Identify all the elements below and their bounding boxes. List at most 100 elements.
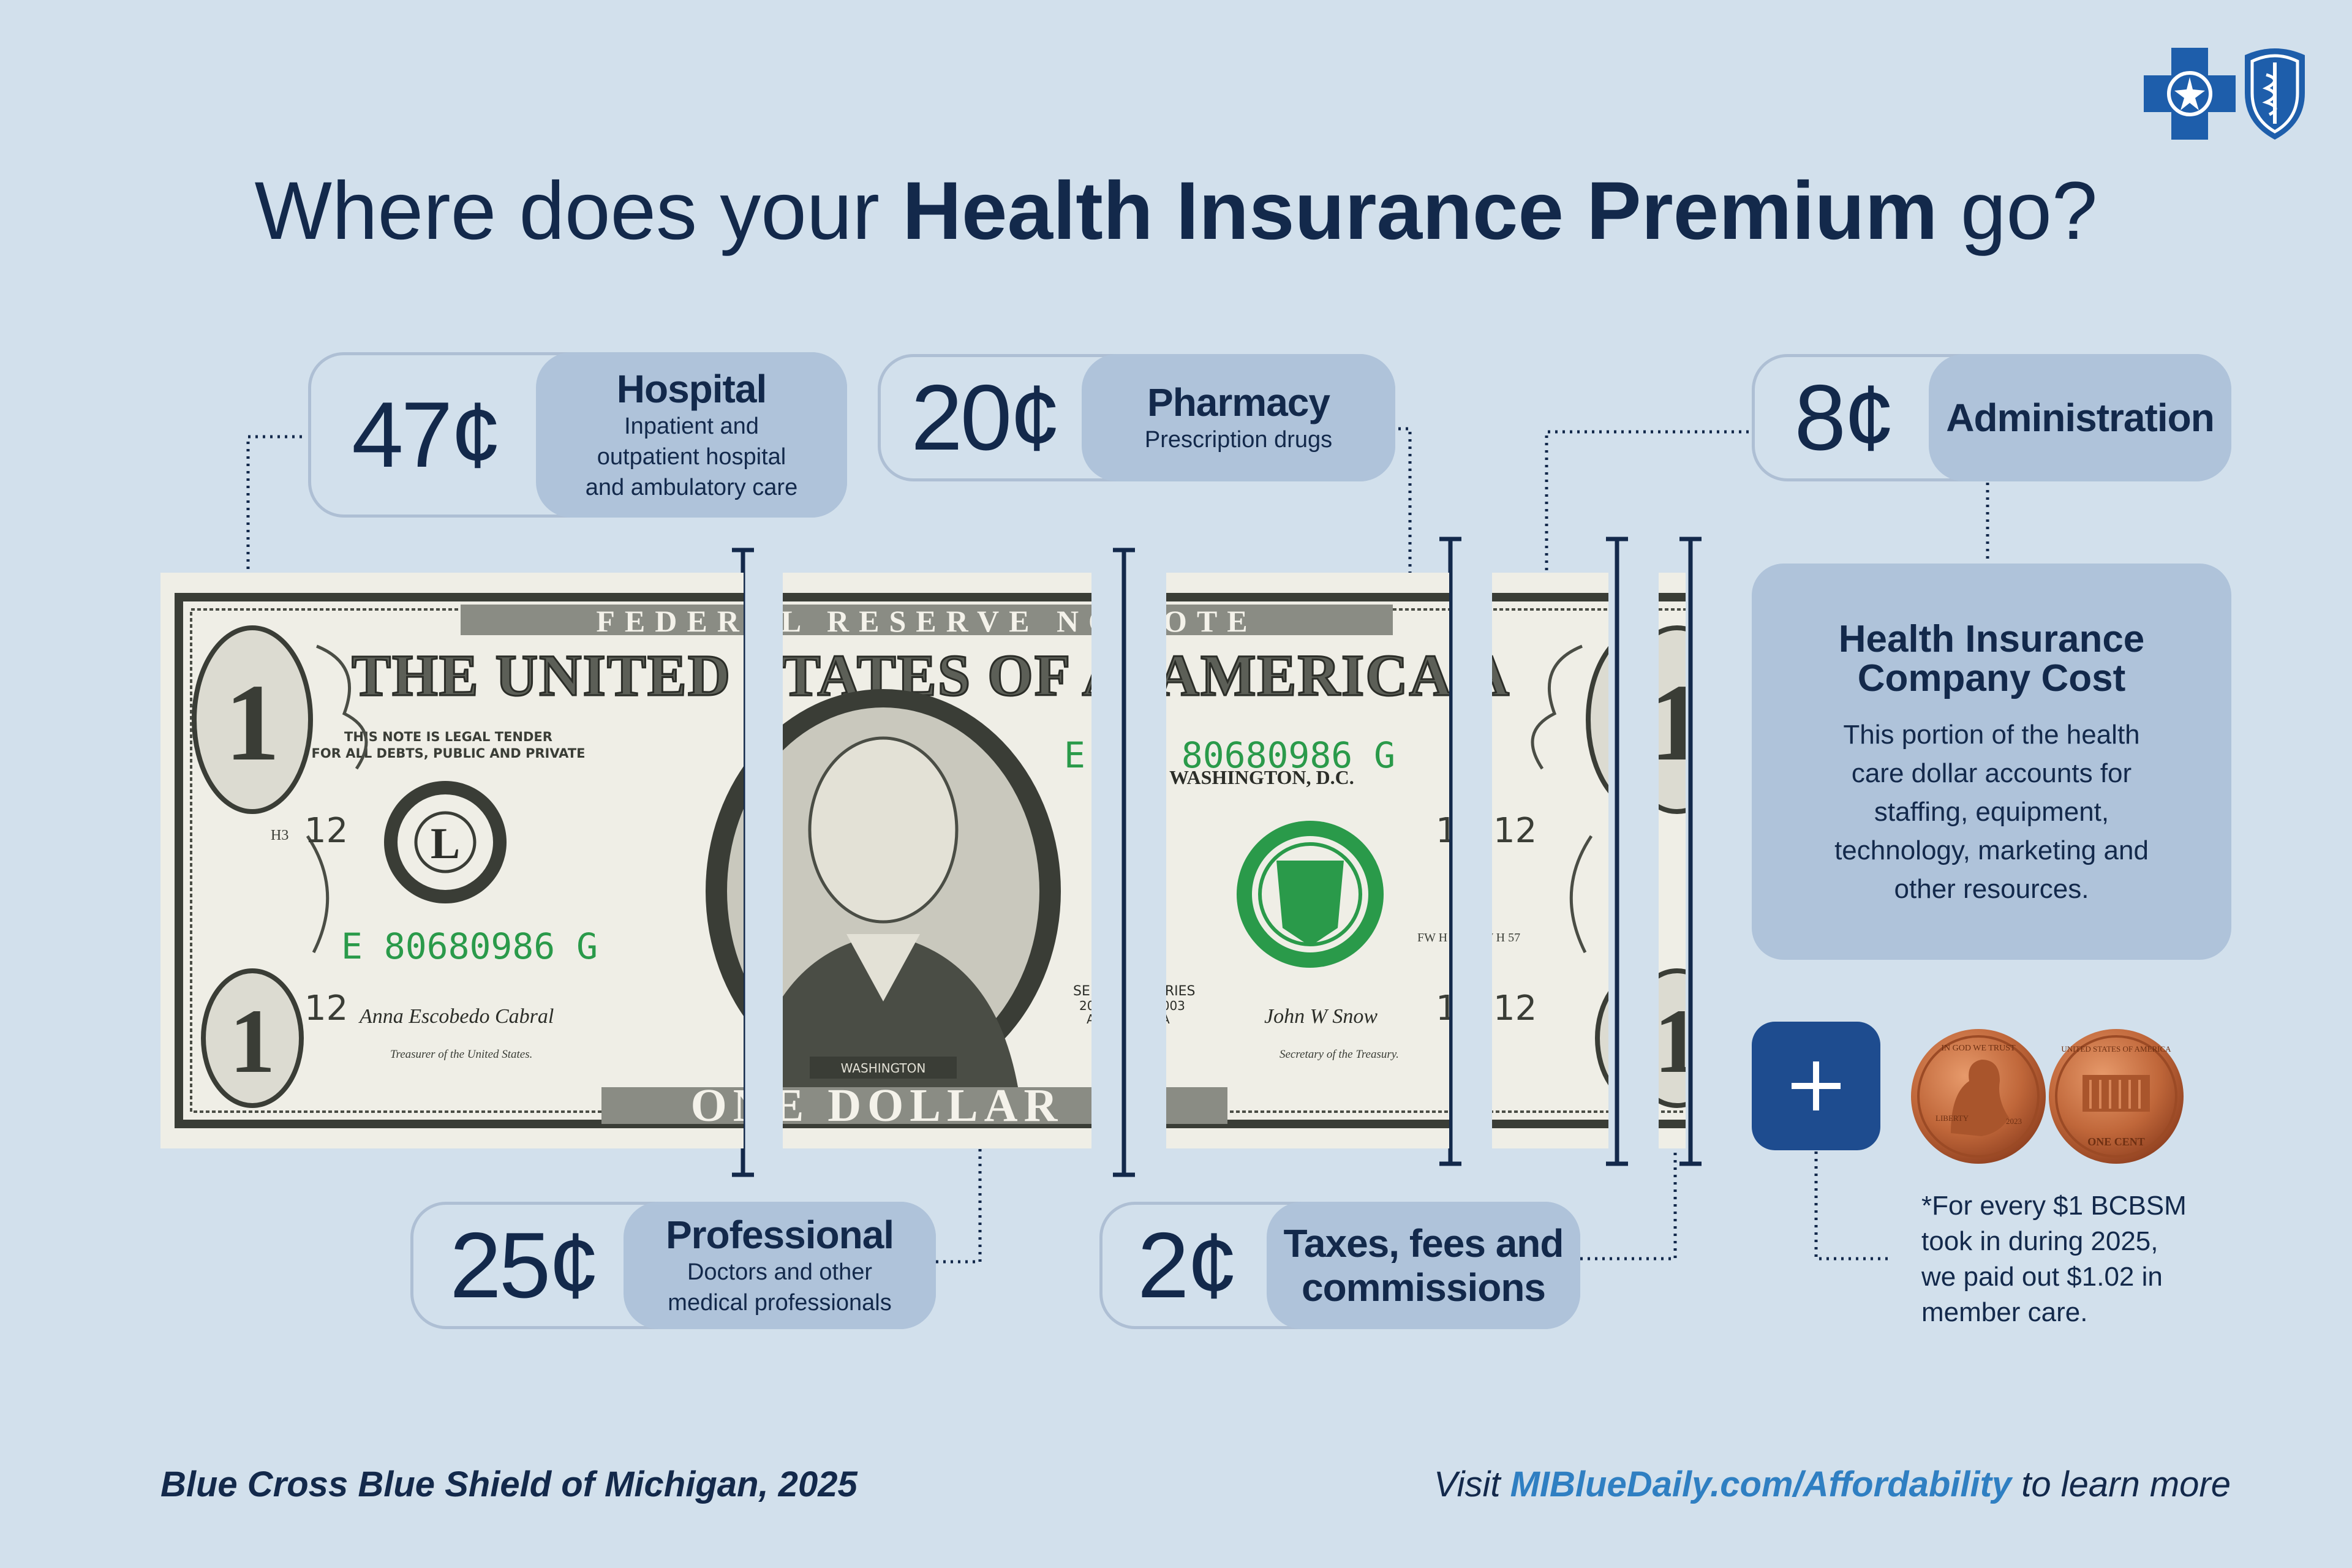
svg-text:1: 1: [1659, 662, 1686, 783]
cost-title-1: Health Insurance: [1838, 618, 2145, 660]
separator-bar-4: [1606, 537, 1628, 1166]
bill-piece-pharmacy: FEDERAL RESERVE NOTE THE UNITED STATES O…: [1166, 573, 1449, 1148]
cost-description: This portion of the health care dollar a…: [1782, 715, 2201, 908]
bill-corner-tr: 1: [1659, 625, 1686, 814]
footer-cta-suffix: to learn more: [2011, 1464, 2231, 1504]
bill-portrait: WASHINGTON: [783, 689, 1061, 1093]
cost-desc-5: other resources.: [1894, 874, 2089, 904]
title-suffix: go?: [1937, 165, 2098, 257]
page-title: Where does your Health Insurance Premium…: [0, 165, 2352, 257]
label-hospital: Hospital: [616, 367, 767, 411]
bill-serial-right: E 80680986 G: [1064, 734, 1091, 776]
cost-title-2: Company Cost: [1857, 657, 2126, 699]
cost-desc-4: technology, marketing and: [1834, 835, 2149, 865]
label-pharmacy: Pharmacy: [1147, 380, 1330, 424]
hospital-connector: [246, 435, 302, 587]
footer-cta: Visit MIBlueDaily.com/Affordability to l…: [1434, 1464, 2231, 1505]
svg-text:A: A: [1166, 1012, 1170, 1027]
svg-text:12: 12: [304, 811, 348, 851]
bill-corner-bl: 1: [201, 968, 304, 1108]
svg-text:1: 1: [225, 662, 280, 783]
cost-desc-2: care dollar accounts for: [1851, 758, 2132, 788]
bill-legal-tender-1: THIS NOTE IS LEGAL TENDER: [344, 729, 552, 744]
card-taxes: 2¢ Taxes, fees and commissions: [1099, 1202, 1580, 1329]
bill-piece-professional: FEDERAL RESERVE NOTE THE UNITED STATES O…: [783, 573, 1091, 1148]
blue-shield-logo-icon: [2245, 48, 2305, 140]
bill-federal-reserve: FEDERAL RESERVE NOTE: [783, 604, 1091, 638]
svg-text:FW H 57: FW H 57: [1492, 931, 1520, 944]
svg-text:Secretary of the Treasury.: Secretary of the Treasury.: [1280, 1048, 1399, 1061]
bill-federal-reserve: FEDERAL RESERVE NOTE: [1166, 604, 1257, 638]
desc-pharmacy-1: Prescription drugs: [1144, 427, 1333, 453]
title-prefix: Where does your: [254, 165, 903, 257]
footnote: *For every $1 BCBSM took in during 2025,…: [1921, 1188, 2264, 1330]
card-administration: 8¢ Administration: [1752, 354, 2231, 481]
bill-united-states: THE UNITED STATES OF AMERICA: [783, 643, 1091, 708]
svg-text:L: L: [431, 819, 460, 868]
pharmacy-connector: [1398, 427, 1412, 587]
amount-taxes: 2¢: [1137, 1213, 1238, 1317]
bill-serial-right: E 80680986 G: [1166, 734, 1395, 776]
footnote-line-2: took in during 2025,: [1921, 1226, 2158, 1256]
bill-united-states: THE UNITED STATES OF AMERICA: [1492, 643, 1510, 708]
bill-piece-administration: FEDERAL RESERVE NOTE THE UNITED STATES O…: [1492, 573, 1608, 1148]
bill-federal-reserve: FEDERAL RESERVE NOTE: [596, 604, 744, 638]
label-box-professional: Professional Doctors and other medical p…: [624, 1202, 936, 1329]
svg-text:LIBERTY: LIBERTY: [1936, 1114, 1969, 1123]
bill-portrait: WASHINGTON: [706, 766, 744, 1016]
svg-text:2023: 2023: [2006, 1117, 2022, 1126]
svg-text:FW H 57: FW H 57: [1417, 931, 1449, 944]
cost-desc-1: This portion of the health: [1843, 720, 2140, 750]
taxes-connector: [1580, 1152, 1677, 1261]
desc-professional-1: Doctors and other: [687, 1259, 873, 1285]
label-professional: Professional: [665, 1213, 894, 1257]
footer-cta-prefix: Visit: [1433, 1464, 1510, 1504]
label-taxes-2: commissions: [1301, 1265, 1546, 1310]
label-box-taxes: Taxes, fees and commissions: [1267, 1202, 1580, 1329]
company-cost-box: Health Insurance Company Cost This porti…: [1752, 564, 2231, 960]
bill-corner-tr: 1: [1586, 646, 1608, 794]
svg-text:1: 1: [1659, 990, 1686, 1092]
desc-hospital-3: and ambulatory care: [585, 475, 798, 500]
svg-text:SERIES: SERIES: [1073, 984, 1091, 999]
svg-text:12: 12: [1436, 811, 1449, 851]
footer-source: Blue Cross Blue Shield of Michigan, 2025: [160, 1464, 858, 1504]
affordability-link[interactable]: MIBlueDaily.com/Affordability: [1510, 1464, 2012, 1504]
bill-corner-br: 1: [1659, 968, 1686, 1108]
penny-back: UNITED STATES OF AMERICA ONE CENT: [2049, 1029, 2184, 1164]
svg-text:Treasurer of the United States: Treasurer of the United States.: [390, 1048, 532, 1061]
svg-text:IN GOD WE TRUST: IN GOD WE TRUST: [1941, 1044, 2016, 1053]
plus-connector: [1814, 1152, 1891, 1261]
svg-text:12: 12: [1493, 989, 1537, 1028]
dollar-bill: FEDERAL RESERVE NOTE THE UNITED STATES O…: [783, 573, 1091, 1148]
label-box-hospital: Hospital Inpatient and outpatient hospit…: [536, 352, 847, 518]
blue-cross-logo-icon: [2144, 48, 2236, 140]
bill-one-dollar: ONE DOLLAR: [783, 1080, 1063, 1131]
desc-hospital-2: outpatient hospital: [597, 444, 786, 470]
administration-connector: [1545, 430, 1749, 587]
dollar-bill: FEDERAL RESERVE NOTE THE UNITED STATES O…: [160, 573, 744, 1148]
pennies: IN GOD WE TRUST LIBERTY 2023 UNITED STAT…: [1911, 1029, 2184, 1164]
svg-text:WASHINGTON: WASHINGTON: [841, 1061, 926, 1076]
bill-treasury-seal: [1237, 821, 1384, 968]
amount-pharmacy: 20¢: [911, 365, 1061, 470]
dollar-bill: FEDERAL RESERVE NOTE THE UNITED STATES O…: [1166, 573, 1449, 1148]
plus-icon: [1792, 1061, 1841, 1110]
amount-hospital: 47¢: [352, 382, 502, 487]
footnote-line-4: member care.: [1921, 1297, 2088, 1327]
svg-text:12: 12: [1436, 989, 1449, 1028]
svg-text:2003: 2003: [1166, 998, 1185, 1013]
amount-professional: 25¢: [450, 1213, 600, 1317]
svg-text:12: 12: [1493, 811, 1537, 851]
amount-administration: 8¢: [1794, 365, 1895, 470]
label-taxes-1: Taxes, fees and: [1283, 1221, 1564, 1265]
label-administration: Administration: [1946, 396, 2215, 440]
svg-text:H3: H3: [271, 827, 288, 843]
plus-button: [1752, 1022, 1880, 1150]
footnote-line-3: we paid out $1.02 in: [1921, 1262, 2163, 1292]
svg-text:2003: 2003: [1079, 998, 1091, 1013]
svg-text:UNITED STATES OF AMERICA: UNITED STATES OF AMERICA: [2061, 1044, 2171, 1054]
penny-front: IN GOD WE TRUST LIBERTY 2023: [1911, 1029, 2046, 1164]
label-box-pharmacy: Pharmacy Prescription drugs: [1082, 354, 1395, 481]
card-professional: 25¢ Professional Doctors and other medic…: [410, 1202, 936, 1329]
